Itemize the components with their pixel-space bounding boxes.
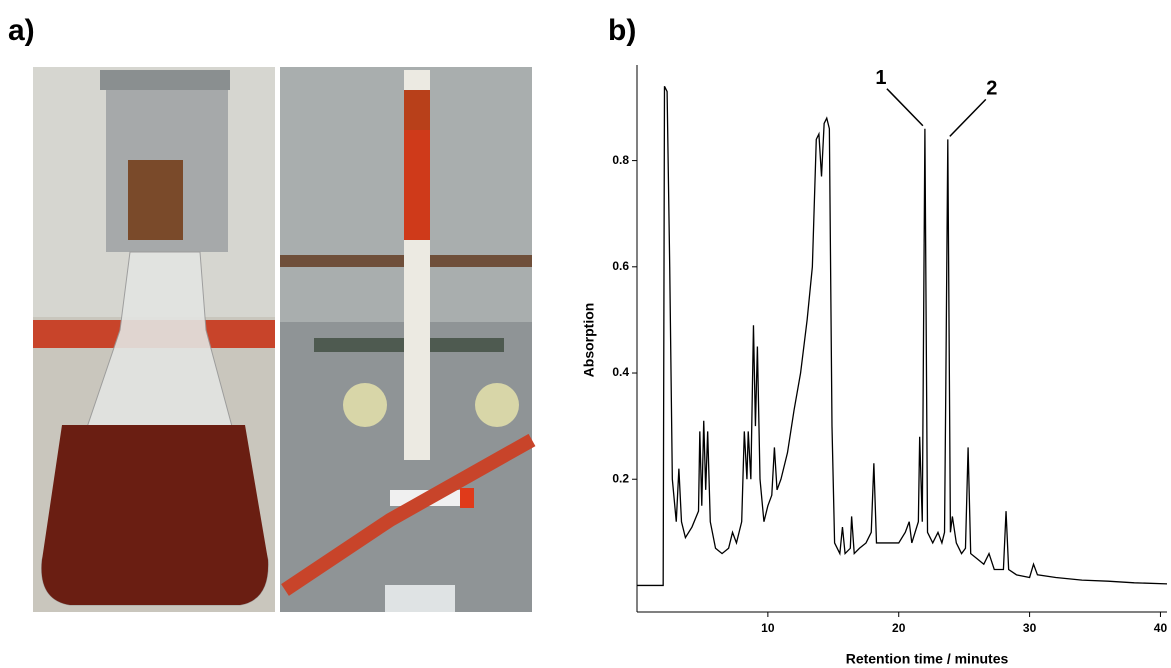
x-tick-label: 10 — [761, 621, 775, 635]
x-tick-label: 30 — [1023, 621, 1037, 635]
x-axis-title: Retention time / minutes — [846, 651, 1009, 667]
y-axis-title: Absorption — [581, 303, 597, 378]
panel-label: a) — [8, 14, 35, 47]
y-tick-label: 0.6 — [612, 259, 629, 273]
annotation-leader — [949, 98, 987, 137]
annotation-label: 1 — [875, 67, 886, 89]
y-tick-label: 0.2 — [612, 471, 629, 485]
panel-label: b) — [608, 14, 636, 47]
photo-column — [280, 67, 536, 612]
annotation-leader — [886, 88, 924, 127]
annotation-label: 2 — [986, 78, 997, 100]
y-tick-label: 0.8 — [612, 153, 629, 167]
photo-flask — [33, 67, 275, 612]
y-tick-label: 0.4 — [612, 365, 629, 379]
trace — [637, 85, 1168, 587]
x-tick-label: 20 — [892, 621, 906, 635]
x-tick-label: 40 — [1154, 621, 1168, 635]
